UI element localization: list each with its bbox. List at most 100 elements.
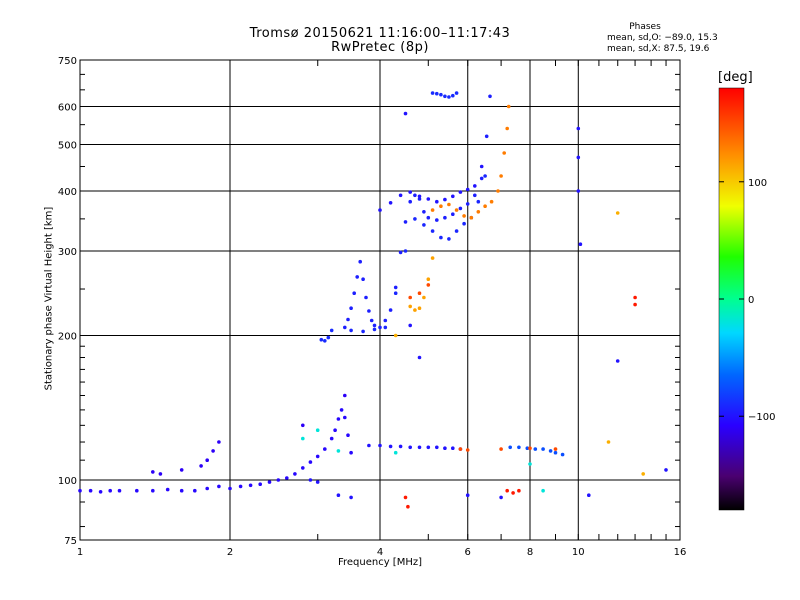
x-tick-label: 16	[674, 547, 687, 558]
data-point	[439, 235, 443, 240]
data-point	[388, 308, 393, 312]
data-point	[308, 460, 313, 464]
data-point	[454, 91, 459, 95]
data-point	[465, 187, 470, 192]
data-point	[443, 197, 447, 202]
data-point	[301, 423, 305, 428]
data-point	[443, 446, 447, 451]
y-tick-label: 100	[58, 476, 77, 487]
data-point	[633, 302, 637, 307]
y-tick-label: 600	[58, 103, 77, 114]
data-point	[398, 250, 403, 255]
data-point	[560, 452, 565, 457]
data-point	[417, 194, 422, 199]
colorbar-ticks: 100 0 −100	[719, 178, 775, 423]
data-point	[276, 478, 281, 482]
data-point	[496, 189, 500, 193]
data-point	[528, 446, 532, 451]
data-point	[315, 454, 320, 459]
data-point	[364, 295, 368, 300]
data-point	[454, 208, 459, 212]
data-point	[426, 277, 431, 282]
data-point	[352, 291, 357, 296]
data-point	[388, 201, 393, 205]
data-point	[406, 504, 410, 509]
data-point	[403, 495, 408, 500]
data-point	[548, 449, 553, 453]
data-point	[426, 283, 431, 287]
data-point	[484, 134, 489, 139]
data-point	[439, 92, 443, 97]
y-tick-label: 300	[58, 247, 77, 258]
data-point	[78, 488, 82, 493]
data-point	[465, 202, 470, 206]
data-point	[576, 126, 581, 131]
data-point	[541, 447, 545, 451]
data-point	[443, 215, 447, 220]
data-point	[483, 204, 487, 208]
data-point	[502, 151, 507, 155]
data-point	[108, 488, 112, 493]
data-point	[469, 215, 474, 220]
data-point	[633, 295, 637, 300]
data-point	[451, 446, 455, 451]
data-point	[179, 468, 184, 472]
y-tick-label: 500	[58, 141, 77, 152]
data-point	[426, 445, 431, 450]
data-point	[408, 445, 413, 450]
data-point	[199, 464, 203, 468]
data-point	[158, 472, 163, 476]
data-point	[403, 111, 408, 116]
data-point	[473, 184, 477, 188]
data-point	[505, 126, 510, 131]
data-point	[349, 306, 353, 311]
data-point	[367, 309, 371, 313]
data-point	[369, 318, 374, 323]
data-point	[398, 193, 403, 198]
data-point	[151, 470, 155, 474]
data-point	[417, 445, 422, 450]
data-point	[301, 466, 305, 470]
data-point	[479, 176, 484, 181]
data-point	[228, 486, 232, 491]
axis-ticks: 75 100 200 300 400 500 600 750 1 2 4 6 8 10 16	[58, 56, 686, 558]
data-point	[454, 229, 459, 233]
data-point	[476, 210, 481, 214]
y-tick-label: 400	[58, 187, 77, 198]
data-point	[179, 488, 184, 493]
data-point	[606, 440, 611, 444]
data-point	[383, 318, 388, 323]
data-point	[323, 447, 327, 451]
x-tick-label: 6	[465, 547, 471, 558]
data-point	[553, 447, 558, 451]
y-tick-label: 200	[58, 332, 77, 343]
data-point	[533, 447, 538, 451]
data-point	[355, 275, 360, 279]
data-point	[378, 325, 382, 330]
data-point	[435, 218, 439, 222]
data-point	[217, 484, 221, 489]
data-point	[528, 462, 532, 466]
data-point	[517, 445, 521, 450]
data-point	[349, 450, 353, 455]
data-point	[372, 327, 377, 332]
data-point	[408, 304, 413, 309]
data-point	[293, 472, 297, 476]
x-tick-label: 8	[527, 547, 533, 558]
data-point	[165, 487, 170, 492]
y-tick-label: 750	[58, 56, 77, 67]
data-point	[211, 449, 215, 453]
data-point	[451, 93, 455, 98]
data-point	[430, 208, 435, 212]
data-point	[541, 488, 545, 493]
data-point	[383, 325, 388, 330]
data-point	[553, 450, 558, 455]
data-points	[78, 91, 668, 509]
grid-lines	[80, 60, 680, 540]
data-point	[336, 449, 341, 453]
data-point	[361, 329, 365, 334]
y-tick-label: 75	[64, 536, 77, 547]
colorbar-unit-label: [deg]	[718, 70, 753, 85]
data-point	[285, 476, 289, 480]
